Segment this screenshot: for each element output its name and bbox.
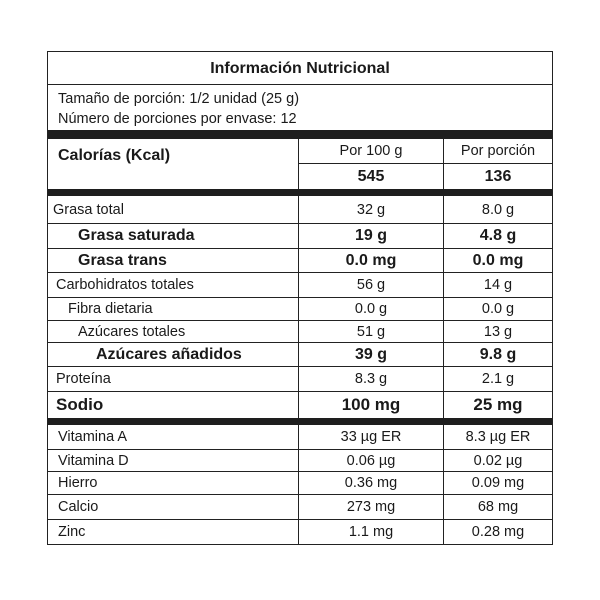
value-per-100g: 273 mg bbox=[299, 495, 444, 519]
nutrient-name: Grasa total bbox=[48, 196, 299, 223]
servings-per-container: Número de porciones por envase: 12 bbox=[58, 111, 297, 127]
value-per-serving: 25 mg bbox=[473, 395, 523, 414]
value-per-serving: 2.1 g bbox=[481, 371, 515, 387]
value-per-serving: 14 g bbox=[483, 277, 513, 293]
vitamins-section: Vitamina A 33 µg ER 8.3 µg ER Vitamina D 0.0… bbox=[48, 425, 552, 544]
serving-size: Tamaño de porción: 1/2 unidad (25 g) bbox=[58, 91, 300, 107]
nutrient-name: Grasa trans bbox=[48, 249, 299, 272]
per-100g-header: Por 100 g bbox=[299, 139, 443, 164]
divider-thick bbox=[48, 418, 552, 425]
value-per-100g: 8.3 g bbox=[299, 367, 444, 391]
nutrient-row: Carbohidratos totales 56 g 14 g bbox=[48, 273, 552, 298]
per-serving-header: Por porción bbox=[444, 139, 552, 164]
nutrient-name: Carbohidratos totales bbox=[48, 273, 299, 297]
nutrients-section: Grasa total 32 g 8.0 g Grasa saturada 19 g 4.… bbox=[48, 196, 552, 418]
value-per-serving: 8.0 g bbox=[481, 201, 515, 218]
nutrient-row: Hierro 0.36 mg 0.09 mg bbox=[48, 472, 552, 495]
nutrient-row: Azúcares añadidos 39 g 9.8 g bbox=[48, 343, 552, 367]
value-per-serving: 9.8 g bbox=[479, 345, 517, 363]
value-per-serving: 8.3 µg ER bbox=[465, 429, 531, 445]
nutrient-row: Grasa total 32 g 8.0 g bbox=[48, 196, 552, 224]
value-per-100g: 0.06 µg bbox=[299, 450, 444, 471]
value-per-serving: 0.28 mg bbox=[471, 524, 525, 540]
nutrient-name: Fibra dietaria bbox=[48, 298, 299, 320]
calories-label: Calorías (Kcal) bbox=[48, 139, 299, 189]
nutrient-name: Azúcares totales bbox=[48, 321, 299, 342]
per-serving-column: Por porción 136 bbox=[444, 139, 552, 189]
nutrient-name: Grasa saturada bbox=[48, 224, 299, 248]
value-per-100g: 100 mg bbox=[299, 392, 444, 418]
value-per-100g: 0.0 g bbox=[299, 298, 444, 320]
value-per-serving: 0.0 mg bbox=[472, 251, 524, 269]
value-per-100g: 33 µg ER bbox=[299, 425, 444, 449]
nutrient-name: Vitamina D bbox=[48, 450, 299, 471]
value-per-100g: 39 g bbox=[299, 343, 444, 366]
divider-thick bbox=[48, 189, 552, 196]
nutrient-row: Sodio 100 mg 25 mg bbox=[48, 392, 552, 418]
nutrient-row: Zinc 1.1 mg 0.28 mg bbox=[48, 520, 552, 544]
per-100g-column: Por 100 g 545 bbox=[299, 139, 444, 189]
table-title: Información Nutricional bbox=[48, 52, 552, 85]
calories-row: Calorías (Kcal) Por 100 g 545 Por porció… bbox=[48, 139, 552, 189]
value-per-serving: 4.8 g bbox=[479, 227, 517, 244]
value-per-serving: 68 mg bbox=[477, 499, 519, 515]
value-per-serving: 0.02 µg bbox=[473, 452, 523, 469]
serving-info: Tamaño de porción: 1/2 unidad (25 g) Núm… bbox=[48, 85, 552, 130]
value-per-100g: 0.0 mg bbox=[299, 249, 444, 272]
value-per-100g: 51 g bbox=[299, 321, 444, 342]
nutrient-row: Grasa trans 0.0 mg 0.0 mg bbox=[48, 249, 552, 273]
nutrient-name: Calcio bbox=[48, 495, 299, 519]
nutrient-row: Azúcares totales 51 g 13 g bbox=[48, 321, 552, 343]
value-per-serving: 0.0 g bbox=[481, 301, 515, 317]
nutrient-row: Calcio 273 mg 68 mg bbox=[48, 495, 552, 520]
nutrient-name: Hierro bbox=[48, 472, 299, 494]
nutrient-row: Vitamina A 33 µg ER 8.3 µg ER bbox=[48, 425, 552, 450]
value-per-100g: 56 g bbox=[299, 273, 444, 297]
nutrient-name: Proteína bbox=[48, 367, 299, 391]
calories-per-100g: 545 bbox=[357, 168, 385, 185]
calories-per-serving: 136 bbox=[484, 168, 512, 185]
value-per-100g: 0.36 mg bbox=[299, 472, 444, 494]
nutrient-name: Azúcares añadidos bbox=[48, 343, 299, 366]
value-per-100g: 32 g bbox=[299, 196, 444, 223]
value-per-serving: 0.09 mg bbox=[471, 475, 525, 491]
value-per-100g: 1.1 mg bbox=[299, 520, 444, 544]
nutrient-name: Sodio bbox=[48, 392, 299, 418]
nutrient-row: Grasa saturada 19 g 4.8 g bbox=[48, 224, 552, 249]
value-per-serving: 13 g bbox=[483, 323, 513, 340]
value-per-100g: 19 g bbox=[299, 224, 444, 248]
nutrient-row: Proteína 8.3 g 2.1 g bbox=[48, 367, 552, 392]
nutrient-row: Vitamina D 0.06 µg 0.02 µg bbox=[48, 450, 552, 472]
divider-thick bbox=[48, 130, 552, 139]
nutrition-facts-table: Información Nutricional Tamaño de porció… bbox=[47, 51, 553, 545]
nutrient-name: Zinc bbox=[48, 520, 299, 544]
nutrient-row: Fibra dietaria 0.0 g 0.0 g bbox=[48, 298, 552, 321]
nutrient-name: Vitamina A bbox=[48, 425, 299, 449]
